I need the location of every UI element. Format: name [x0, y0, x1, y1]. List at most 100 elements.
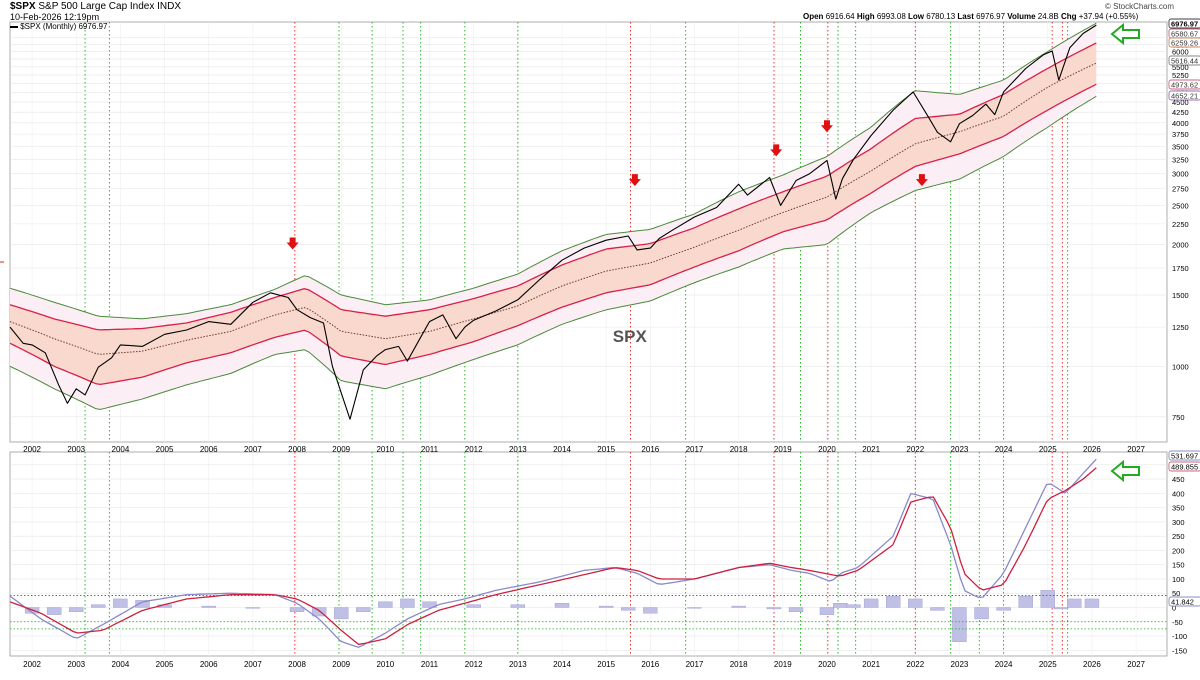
indicator-panel-frame [9, 451, 1168, 657]
price-x-tick-label: 2003 [67, 445, 85, 454]
price-label-box [1168, 55, 1200, 66]
histogram-bar [788, 607, 804, 612]
histogram-bar [598, 605, 614, 608]
histogram-bar [466, 604, 481, 608]
volume-label: Volume [1007, 12, 1036, 21]
price-y-tick-label: 1000 [1172, 362, 1189, 371]
price-x-tick-label: 2024 [995, 445, 1013, 454]
histogram-bar [69, 607, 84, 612]
price-y-tick-label: 5500 [1172, 63, 1189, 72]
indicator-x-tick-label: 2025 [1039, 660, 1057, 669]
indicator-x-tick-label: 2019 [774, 660, 792, 669]
legend-item: $SPX (Monthly) 6976.97 [10, 22, 107, 32]
indicator-y-tick-label: 350 [1172, 504, 1185, 513]
histogram-bar [833, 603, 848, 608]
price-x-tick-label: 2016 [641, 445, 659, 454]
histogram-bar [687, 607, 702, 609]
price-y-tick-label: 3250 [1172, 155, 1189, 164]
price-x-tick-label: 2009 [332, 445, 350, 454]
histogram-bar [356, 607, 371, 612]
indicator-label-text: 489.855 [1171, 463, 1198, 472]
histogram-bar [731, 605, 746, 608]
price-label-box [1168, 18, 1200, 29]
indicator-label-box [1168, 596, 1200, 607]
upper-keltner-line [9, 22, 1097, 320]
indicator-y-tick-label: -150 [1172, 646, 1187, 655]
histogram-bar [1040, 590, 1055, 608]
indicator-x-tick-label: 2005 [156, 660, 174, 669]
price-x-tick-label: 2004 [112, 445, 130, 454]
indicator-y-tick-label: 300 [1172, 518, 1185, 527]
price-y-tick-label: 3750 [1172, 130, 1189, 139]
indicator-label-box [1168, 450, 1200, 461]
indicator-x-tick-label: 2012 [465, 660, 483, 669]
indicator-y-tick-label: 50 [1172, 589, 1180, 598]
indicator-x-tick-label: 2014 [553, 660, 571, 669]
high-value: 6993.08 [876, 12, 906, 21]
price-y-tick-label: 3000 [1172, 169, 1189, 178]
indicator-x-tick-label: 2018 [730, 660, 748, 669]
price-x-tick-label: 2027 [1127, 445, 1145, 454]
price-x-tick-label: 2025 [1039, 445, 1057, 454]
copyright-text: © StockCharts.com [1105, 2, 1175, 11]
price-x-tick-label: 2008 [288, 445, 306, 454]
middle-line [9, 62, 1097, 355]
indicator-y-tick-label: 200 [1172, 546, 1185, 555]
price-y-tick-label: 2250 [1172, 220, 1189, 229]
price-x-tick-label: 2023 [951, 445, 969, 454]
indicator-x-tick-label: 2008 [288, 660, 306, 669]
price-x-tick-label: 2017 [686, 445, 704, 454]
chg-label: Chg [1060, 12, 1077, 21]
histogram-bar [886, 595, 901, 608]
price-y-tick-label: 4000 [1172, 119, 1189, 128]
green-left-arrow-icon [1110, 22, 1140, 46]
indicator-x-tick-label: 2013 [509, 660, 527, 669]
price-y-tick-label: 2000 [1172, 241, 1189, 250]
price-x-tick-label: 2014 [553, 445, 571, 454]
histogram-bar [846, 604, 861, 608]
indicator-x-tick-label: 2011 [421, 660, 439, 669]
price-label-text: 4652.21 [1171, 92, 1198, 101]
price-x-tick-label: 2006 [200, 445, 218, 454]
indicator-y-tick-label: 100 [1172, 575, 1185, 584]
indicator-x-tick-label: 2020 [818, 660, 836, 669]
indicator-x-tick-label: 2024 [995, 660, 1013, 669]
histogram-bar [952, 607, 967, 642]
price-label-text: 6976.97 [1171, 20, 1198, 29]
price-y-tick-label: 4250 [1172, 108, 1189, 117]
histogram-bar [510, 604, 526, 608]
indicator-y-tick-label: 250 [1172, 532, 1185, 541]
price-y-tick-label: 5250 [1172, 71, 1189, 80]
histogram-bar [1067, 598, 1082, 608]
green-left-arrow-icon [1110, 459, 1140, 483]
legend-label: $SPX (Monthly) 6976.97 [20, 22, 108, 31]
indicator-x-tick-label: 2003 [67, 660, 85, 669]
price-y-tick-label: 1250 [1172, 323, 1189, 332]
histogram-bar [930, 607, 945, 611]
histogram-bar [378, 601, 393, 608]
histogram-bar [334, 607, 349, 620]
histogram-bar [91, 604, 106, 608]
histogram-bar [422, 601, 437, 608]
red-down-arrow-icon [286, 237, 299, 250]
red-down-arrow-icon [770, 144, 783, 157]
price-y-tick-label: 1750 [1172, 264, 1189, 273]
price-x-tick-label: 2013 [509, 445, 527, 454]
histogram-bar [974, 607, 989, 620]
indicator-label-text: 531.697 [1171, 452, 1198, 461]
price-x-tick-label: 2002 [23, 445, 41, 454]
price-label-box [1168, 90, 1200, 101]
indicator-x-tick-label: 2017 [686, 660, 704, 669]
price-label-text: 5616.44 [1171, 57, 1198, 66]
histogram-bar [908, 598, 923, 608]
upper-channel-line [9, 42, 1097, 331]
histogram-bar [201, 605, 216, 608]
price-x-tick-label: 2010 [376, 445, 394, 454]
indicator-x-tick-label: 2010 [376, 660, 394, 669]
indicator-x-tick-label: 2027 [1127, 660, 1145, 669]
price-y-tick-label: 1500 [1172, 291, 1189, 300]
price-x-tick-label: 2007 [244, 445, 262, 454]
price-x-tick-label: 2018 [730, 445, 748, 454]
indicator-x-tick-label: 2004 [112, 660, 130, 669]
